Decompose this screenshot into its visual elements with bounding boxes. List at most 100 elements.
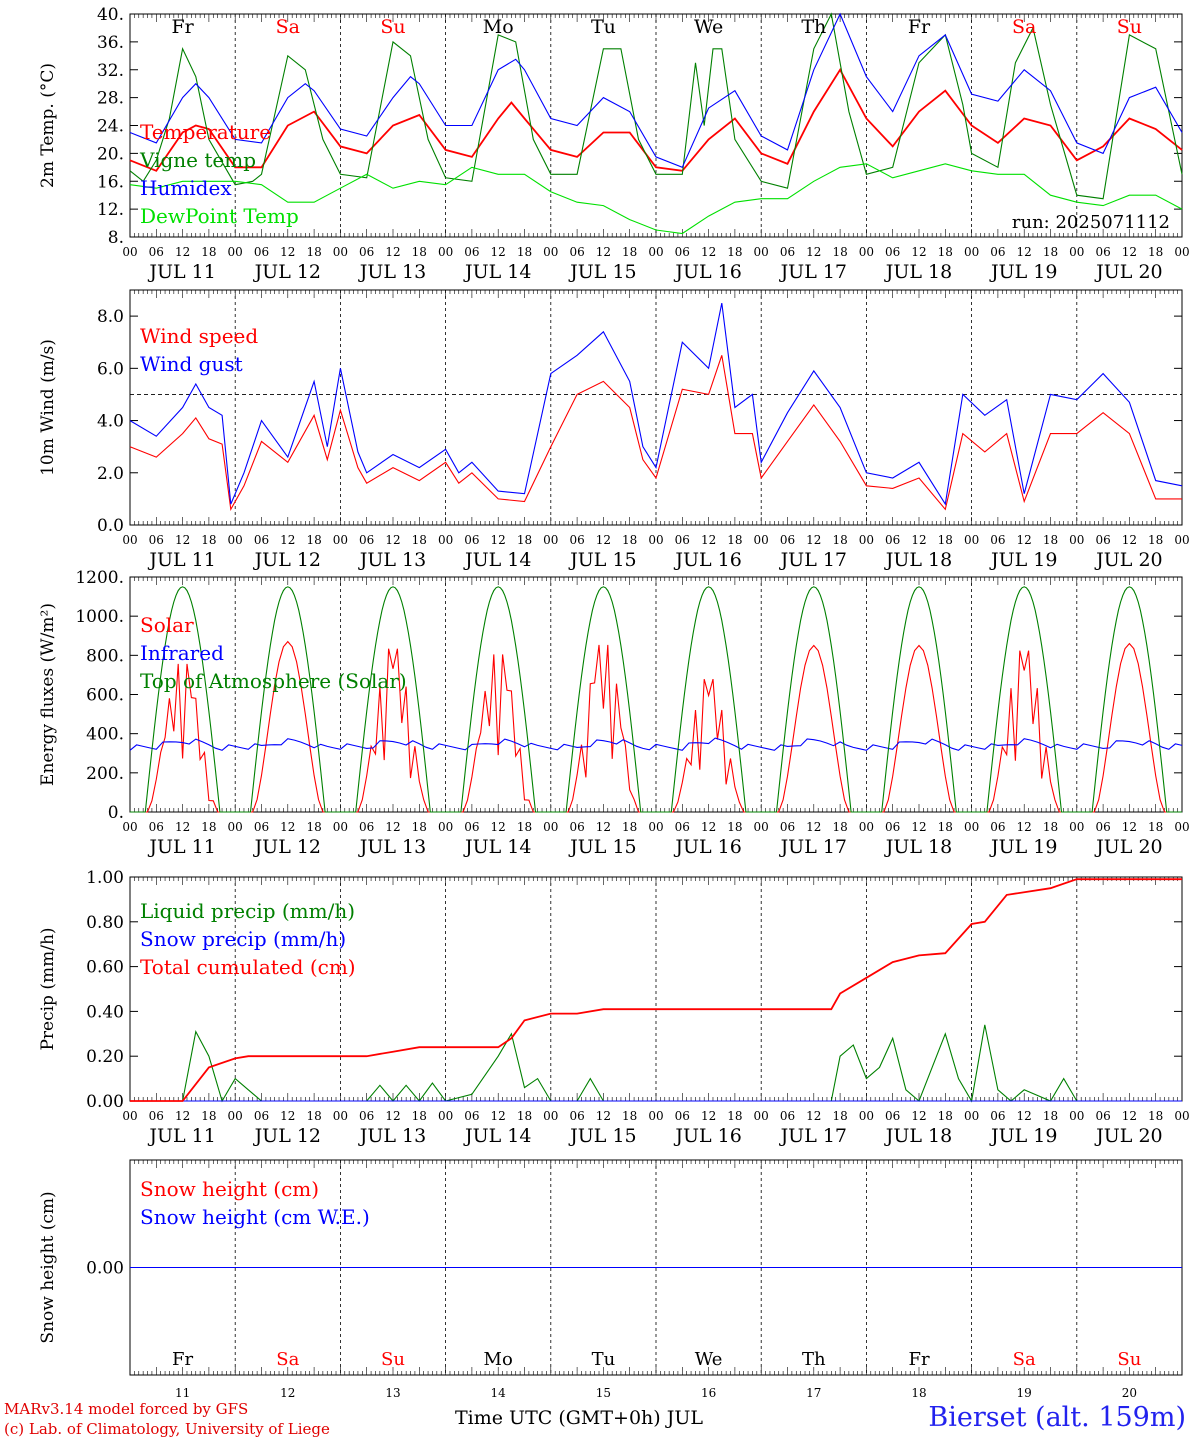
date-label: JUL 16 [673,261,741,283]
day-label-6: Th [801,16,826,38]
hour-tick-label: 06 [464,533,479,547]
y-tick-label: 8. [108,228,124,248]
date-label: JUL 20 [1094,261,1162,283]
legend-entry: Wind speed [140,324,258,348]
day-number: 16 [701,1386,716,1400]
hour-tick-label: 00 [648,533,663,547]
hour-tick-label: 18 [832,820,847,834]
hour-tick-label: 00 [122,533,137,547]
y-tick-label: 32. [97,61,124,81]
series-line-total-cumulated-cm- [130,878,1182,1102]
series-line-vigne-temp [129,12,1183,200]
hour-tick-label: 06 [885,820,900,834]
hour-tick-label: 06 [780,245,795,259]
hour-tick-label: 00 [228,533,243,547]
hour-tick-label: 12 [806,533,821,547]
date-label: JUL 20 [1094,836,1162,858]
day-label-5: We [694,16,723,38]
series-line-wind-gust [129,302,1183,506]
hour-tick-label: 12 [911,245,926,259]
day-label-1: Sa [276,16,300,38]
hour-tick-label: 12 [1122,533,1137,547]
hour-tick-label: 12 [385,533,400,547]
hour-tick-label: 00 [648,245,663,259]
hour-tick-label: 00 [1069,245,1084,259]
y-tick-label: 1200. [75,568,124,588]
hour-tick-label: 18 [412,820,427,834]
date-label: JUL 11 [147,1125,215,1147]
hour-tick-label: 00 [333,1109,348,1123]
legend-entry: Snow precip (mm/h) [140,927,346,951]
hour-tick-label: 18 [938,245,953,259]
hour-tick-label: 00 [754,533,769,547]
run-annotation: run: 2025071112 [1012,212,1170,233]
hour-tick-label: 06 [254,820,269,834]
hour-tick-label: 06 [990,1109,1005,1123]
y-tick-label: 12. [97,200,124,220]
y-tick-label: 0. [108,803,124,823]
hour-tick-label: 00 [333,533,348,547]
hour-tick-label: 12 [701,533,716,547]
hour-tick-label: 18 [412,1109,427,1123]
date-label: JUL 19 [989,1125,1057,1147]
date-label: JUL 18 [884,1125,952,1147]
day-label-0: Fr [172,1349,193,1370]
hour-tick-label: 12 [175,533,190,547]
date-label: JUL 16 [673,1125,741,1147]
x-axis-title: Time UTC (GMT+0h) JUL [455,1407,703,1429]
hour-tick-label: 12 [596,1109,611,1123]
hour-tick-label: 12 [175,1109,190,1123]
legend-entry: Top of Atmosphere (Solar) [140,669,407,693]
y-tick-label: 0.40 [86,1002,124,1022]
hour-tick-label: 00 [1069,533,1084,547]
y-tick-label: 16. [97,172,124,192]
hour-tick-label: 12 [491,245,506,259]
hour-tick-label: 06 [149,245,164,259]
hour-tick-label: 00 [859,1109,874,1123]
legend-entry: Liquid precip (mm/h) [140,899,355,923]
legend-entry: Vigne temp [139,148,256,172]
hour-tick-label: 18 [201,245,216,259]
hour-tick-label: 00 [964,533,979,547]
y-tick-label: 1000. [75,607,124,627]
hour-tick-label: 12 [1017,533,1032,547]
hour-tick-label: 06 [885,1109,900,1123]
date-label: JUL 11 [147,836,215,858]
hour-tick-label: 12 [175,820,190,834]
hour-tick-label: 06 [885,245,900,259]
hour-tick-label: 12 [1122,1109,1137,1123]
series-line-humidex [129,12,1183,169]
hour-tick-label: 18 [517,245,532,259]
hour-tick-label: 12 [701,820,716,834]
hour-tick-label: 18 [1148,533,1163,547]
hour-tick-label: 18 [517,820,532,834]
hour-tick-label: 06 [464,1109,479,1123]
legend-entry: Humidex [140,176,232,200]
hour-tick-label: 18 [306,820,321,834]
hour-tick-label: 06 [254,533,269,547]
hour-tick-label: 06 [1095,245,1110,259]
date-label: JUL 16 [673,549,741,571]
hour-tick-label: 00 [543,533,558,547]
day-number: 12 [280,1386,295,1400]
hour-tick-label: 18 [727,1109,742,1123]
hour-tick-label: 00 [228,245,243,259]
hour-tick-label: 12 [280,533,295,547]
date-label: JUL 12 [253,1125,321,1147]
y-tick-label: 28. [97,89,124,109]
hour-tick-label: 18 [622,1109,637,1123]
day-label-0: Fr [171,16,194,38]
hour-tick-label: 00 [543,245,558,259]
date-label: JUL 18 [884,261,952,283]
hour-tick-label: 06 [254,245,269,259]
hour-tick-label: 18 [306,1109,321,1123]
hour-tick-label: 00 [859,820,874,834]
hour-tick-label: 18 [1043,533,1058,547]
day-label-6: Th [802,1349,826,1370]
y-tick-label: 1.00 [86,868,124,888]
hour-tick-label: 12 [911,1109,926,1123]
y-tick-label: 400. [86,725,124,745]
hour-tick-label: 18 [412,533,427,547]
hour-tick-label: 12 [596,245,611,259]
hour-tick-label: 12 [596,820,611,834]
